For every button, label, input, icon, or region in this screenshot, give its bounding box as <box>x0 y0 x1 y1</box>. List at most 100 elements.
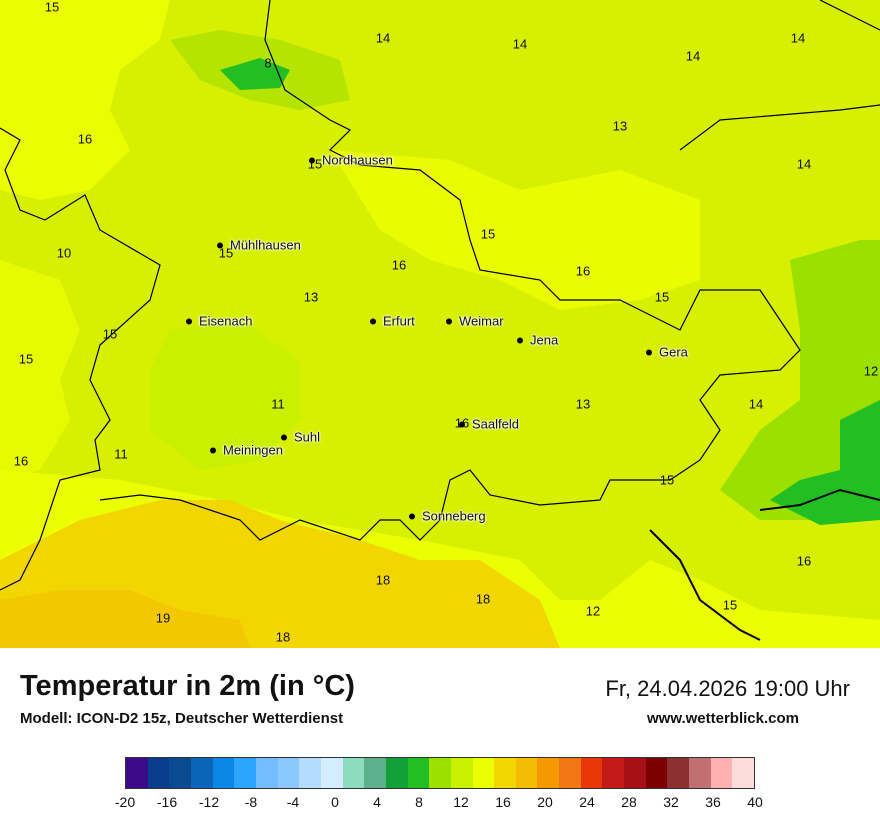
forecast-datetime: Fr, 24.04.2026 19:00 Uhr <box>605 676 850 701</box>
city-dot-icon <box>446 318 452 325</box>
legend-swatch <box>126 758 148 788</box>
legend-tick-label: 8 <box>415 794 423 810</box>
temp-value: 11 <box>114 446 128 462</box>
legend-ticks: -20 -16 -12 -8 -4 0 4 8 12 16 20 24 28 32 36 40 <box>115 794 763 814</box>
legend-swatch <box>537 758 560 788</box>
temp-value: 12 <box>863 363 879 379</box>
legend-swatch <box>429 758 451 788</box>
temp-value: 15 <box>218 245 234 261</box>
legend-swatch <box>732 758 755 788</box>
temp-value: 14 <box>790 30 806 46</box>
legend-tick-label: 32 <box>663 794 679 810</box>
city-dot-icon <box>646 349 652 356</box>
color-scale-legend <box>125 757 755 789</box>
website-link[interactable]: www.wetterblick.com <box>647 710 799 727</box>
map-title: Temperatur in 2m (in °C) <box>20 670 355 702</box>
city-dot-icon <box>281 434 287 441</box>
legend-swatch <box>602 758 625 788</box>
legend-swatch <box>624 758 646 788</box>
legend-swatch <box>710 758 733 788</box>
city-marker-erfurt: Erfurt <box>370 314 415 329</box>
legend-swatch <box>364 758 386 788</box>
temp-value: 19 <box>155 610 171 626</box>
city-marker-meiningen: Meiningen <box>210 443 283 458</box>
legend-tick-label: 20 <box>537 794 553 810</box>
temp-value: 18 <box>275 629 291 645</box>
temp-value: 14 <box>512 36 528 52</box>
city-marker-jena: Jena <box>517 333 558 348</box>
temp-value: 16 <box>796 553 812 569</box>
legend-tick-label: 28 <box>621 794 637 810</box>
temp-value: 14 <box>748 396 764 412</box>
legend-swatch <box>407 758 430 788</box>
temp-value: 13 <box>303 289 319 305</box>
legend-swatch <box>277 758 300 788</box>
legend-tick-label: 0 <box>331 794 339 810</box>
city-marker-gera: Gera <box>646 345 688 360</box>
temp-value: 14 <box>685 48 701 64</box>
cool-spot-harz <box>220 58 290 90</box>
city-dot-icon <box>210 447 216 454</box>
temp-value: 13 <box>612 118 628 134</box>
legend-tick-label: 24 <box>579 794 595 810</box>
city-dot-icon <box>217 242 223 249</box>
temp-value: 16 <box>77 131 93 147</box>
legend-swatch <box>645 758 668 788</box>
temp-value: 18 <box>375 572 391 588</box>
legend-swatch <box>169 758 191 788</box>
legend-swatch <box>580 758 603 788</box>
city-marker-suhl: Suhl <box>281 430 320 445</box>
temp-value: 10 <box>56 245 72 261</box>
city-dot-icon <box>409 513 415 520</box>
temp-value: 15 <box>480 226 496 242</box>
legend-tick-label: 16 <box>495 794 511 810</box>
warm-zone-left <box>0 260 80 480</box>
city-marker-saalfeld: Saalfeld <box>459 417 519 432</box>
legend-tick-label: -8 <box>244 794 258 810</box>
city-dot-icon <box>309 157 315 164</box>
legend-swatch <box>190 758 213 788</box>
temp-value: 15 <box>654 289 670 305</box>
legend-swatch <box>255 758 278 788</box>
temp-value: 16 <box>575 263 591 279</box>
legend-swatch <box>472 758 495 788</box>
temp-value: 16 <box>391 257 407 273</box>
legend-swatch <box>212 758 235 788</box>
legend-swatch <box>385 758 408 788</box>
legend-swatch <box>320 758 343 788</box>
temp-value: 18 <box>475 591 491 607</box>
legend-swatch <box>515 758 538 788</box>
warm-zone-central <box>330 150 700 310</box>
legend-swatch <box>234 758 256 788</box>
temperature-map: 15 8 14 14 14 14 16 13 15 14 10 15 16 15… <box>0 0 880 648</box>
legend-tick-label: 12 <box>453 794 469 810</box>
temp-value: 15 <box>18 351 34 367</box>
model-info: Modell: ICON-D2 15z, Deutscher Wetterdie… <box>20 710 344 727</box>
temp-value: 11 <box>271 396 285 412</box>
legend-swatch <box>147 758 170 788</box>
city-marker-eisenach: Eisenach <box>186 314 252 329</box>
legend-swatch <box>299 758 321 788</box>
cool-zone-forest <box>150 320 300 470</box>
temp-value: 14 <box>796 156 812 172</box>
legend-swatch <box>494 758 516 788</box>
legend-tick-label: -16 <box>156 794 178 810</box>
temp-value: 15 <box>722 597 738 613</box>
legend-swatch <box>667 758 690 788</box>
temp-value: 13 <box>575 396 591 412</box>
temp-value: 8 <box>264 55 272 71</box>
legend-tick-label: -12 <box>198 794 220 810</box>
city-dot-icon <box>517 337 523 344</box>
legend-tick-label: 40 <box>747 794 763 810</box>
temp-value: 15 <box>659 472 675 488</box>
temp-value: 12 <box>585 603 601 619</box>
state-border <box>0 0 880 591</box>
map-footer: Temperatur in 2m (in °C) Modell: ICON-D2… <box>0 648 880 830</box>
legend-tick-label: -4 <box>286 794 300 810</box>
orange-zone-deep <box>0 590 250 648</box>
temp-value: 15 <box>44 0 60 15</box>
legend-tick-label: -20 <box>114 794 136 810</box>
city-marker-sonneberg: Sonneberg <box>409 509 486 524</box>
city-dot-icon <box>370 318 376 325</box>
warm-zone-north <box>0 0 170 200</box>
